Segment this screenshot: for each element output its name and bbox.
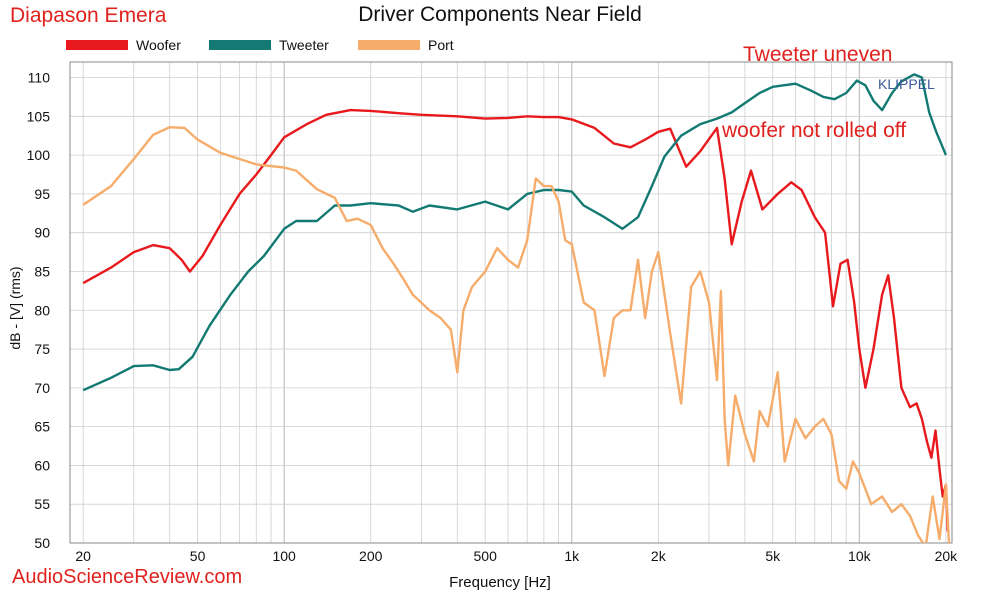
x-axis-label: Frequency [Hz] — [449, 574, 551, 591]
x-tick-label: 20 — [75, 548, 91, 564]
y-tick-label: 100 — [27, 147, 51, 163]
y-tick-label: 110 — [28, 70, 51, 86]
x-tick-label: 20k — [935, 548, 959, 564]
series-line-port — [82, 126, 951, 543]
legend-swatch-tweeter — [209, 40, 271, 50]
y-tick-label: 65 — [34, 419, 50, 435]
series-line-tweeter — [82, 73, 948, 392]
y-tick-label: 60 — [34, 457, 50, 473]
x-tick-label: 500 — [474, 548, 498, 564]
series-woofer — [82, 108, 949, 532]
plot-frame — [69, 61, 953, 544]
annotation-tweeter: Tweeter uneven — [743, 43, 893, 66]
y-tick-label: 75 — [34, 341, 50, 357]
x-tick-label: 5k — [765, 548, 781, 564]
y-tick-label: 70 — [34, 380, 50, 396]
series-port — [82, 126, 951, 543]
chart-title: Driver Components Near Field — [358, 3, 642, 26]
series-tweeter — [82, 73, 948, 392]
x-tick-label: 50 — [190, 548, 206, 564]
x-tick-label: 100 — [272, 548, 296, 564]
y-tick-label: 85 — [34, 263, 50, 279]
y-tick-label: 50 — [34, 535, 50, 551]
legend-swatch-port — [358, 40, 420, 50]
y-tick-label: 80 — [34, 302, 50, 318]
footer-site-label: AudioScienceReview.com — [12, 566, 243, 588]
legend-label-tweeter: Tweeter — [279, 37, 329, 53]
plot-area — [70, 62, 952, 543]
brand-label: Diapason Emera — [10, 4, 167, 27]
y-axis-label: dB - [V] (rms) — [7, 266, 23, 350]
y-tick-label: 95 — [34, 186, 50, 202]
x-tick-label: 10k — [848, 548, 872, 564]
legend-label-port: Port — [428, 37, 454, 53]
x-tick-label: 1k — [564, 548, 580, 564]
y-tick-label: 90 — [34, 225, 50, 241]
legend-label-woofer: Woofer — [136, 37, 181, 53]
annotation-woofer: woofer not rolled off — [722, 119, 907, 142]
y-tick-label: 105 — [27, 108, 51, 124]
klippel-watermark: KLIPPEL — [878, 76, 935, 92]
legend-swatch-woofer — [66, 40, 128, 50]
series-line-woofer — [82, 108, 949, 532]
x-tick-label: 200 — [359, 548, 383, 564]
y-tick-label: 55 — [34, 496, 50, 512]
x-tick-label: 2k — [651, 548, 667, 564]
